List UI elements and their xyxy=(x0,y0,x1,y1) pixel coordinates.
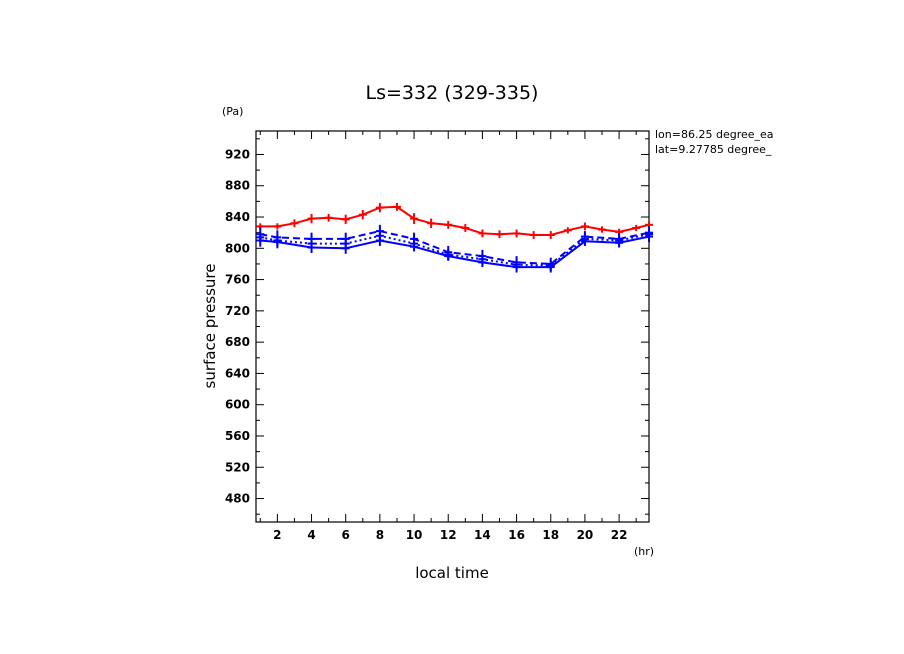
y-axis-label: surface pressure xyxy=(201,264,219,389)
y-tick-label: 760 xyxy=(225,273,250,287)
y-tick-label: 520 xyxy=(225,460,250,474)
y-tick-label: 800 xyxy=(225,241,250,255)
series-3 xyxy=(256,228,653,271)
y-tick-label: 600 xyxy=(225,398,250,412)
series-line xyxy=(260,235,650,269)
y-tick-label: 880 xyxy=(225,179,250,193)
y-tick-label: 840 xyxy=(225,210,250,224)
annotation-lat: lat=9.27785 degree_ xyxy=(655,143,772,156)
x-tick-label: 18 xyxy=(542,528,559,542)
series-layer xyxy=(256,202,653,273)
x-tick-label: 22 xyxy=(611,528,628,542)
x-tick-label: 16 xyxy=(508,528,525,542)
x-tick-label: 2 xyxy=(273,528,281,542)
y-tick-label: 720 xyxy=(225,304,250,318)
x-tick-label: 4 xyxy=(307,528,315,542)
series-1 xyxy=(256,231,653,273)
chart-title: Ls=332 (329-335) xyxy=(366,82,539,104)
x-tick-label: 14 xyxy=(474,528,491,542)
y-tick-label: 560 xyxy=(225,429,250,443)
plot-frame xyxy=(255,130,650,523)
y-tick-label: 680 xyxy=(225,335,250,349)
y-unit-label: (Pa) xyxy=(222,105,243,118)
x-axis-label: local time xyxy=(415,564,489,582)
y-tick-label: 920 xyxy=(225,147,250,161)
plot-axes: 2 4 6 8 10 12 14 16 18 20 22 480 520 560 600 640 680 720 7… xyxy=(225,130,650,542)
x-tick-label: 6 xyxy=(342,528,350,542)
x-tick-label: 12 xyxy=(440,528,457,542)
annotation-lon: lon=86.25 degree_ea xyxy=(655,128,774,141)
x-tick-label: 10 xyxy=(406,528,423,542)
x-tick-label: 20 xyxy=(577,528,594,542)
x-unit-label: (hr) xyxy=(634,545,654,558)
series-0 xyxy=(256,202,653,239)
y-tick-label: 640 xyxy=(225,366,250,380)
y-tick-label: 480 xyxy=(225,492,250,506)
x-tick-label: 8 xyxy=(376,528,384,542)
series-line xyxy=(260,205,650,236)
